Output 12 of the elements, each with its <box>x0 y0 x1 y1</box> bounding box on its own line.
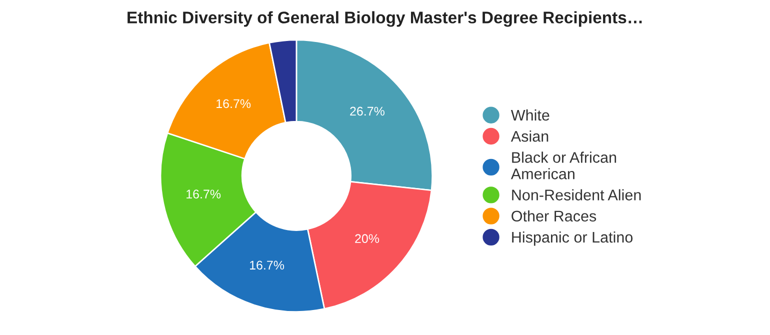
data-label: 16.7% <box>186 190 221 199</box>
data-label: 16.7% <box>216 99 251 108</box>
chart-title: Ethnic Diversity of General Biology Master's Degree Recipients… <box>128 11 642 27</box>
data-label: 26.7% <box>350 106 384 116</box>
legend-label: Non-Resident Alien <box>512 189 641 200</box>
legend-label: White <box>510 109 550 121</box>
data-label: 16.7% <box>250 260 284 270</box>
legend-label: Hispanic or Latino <box>512 231 633 246</box>
legend-label: Black or African American <box>510 152 616 180</box>
legend-label: Other Races <box>512 210 596 222</box>
legend-label: Asian <box>510 130 548 142</box>
data-label: 20% <box>355 234 380 244</box>
